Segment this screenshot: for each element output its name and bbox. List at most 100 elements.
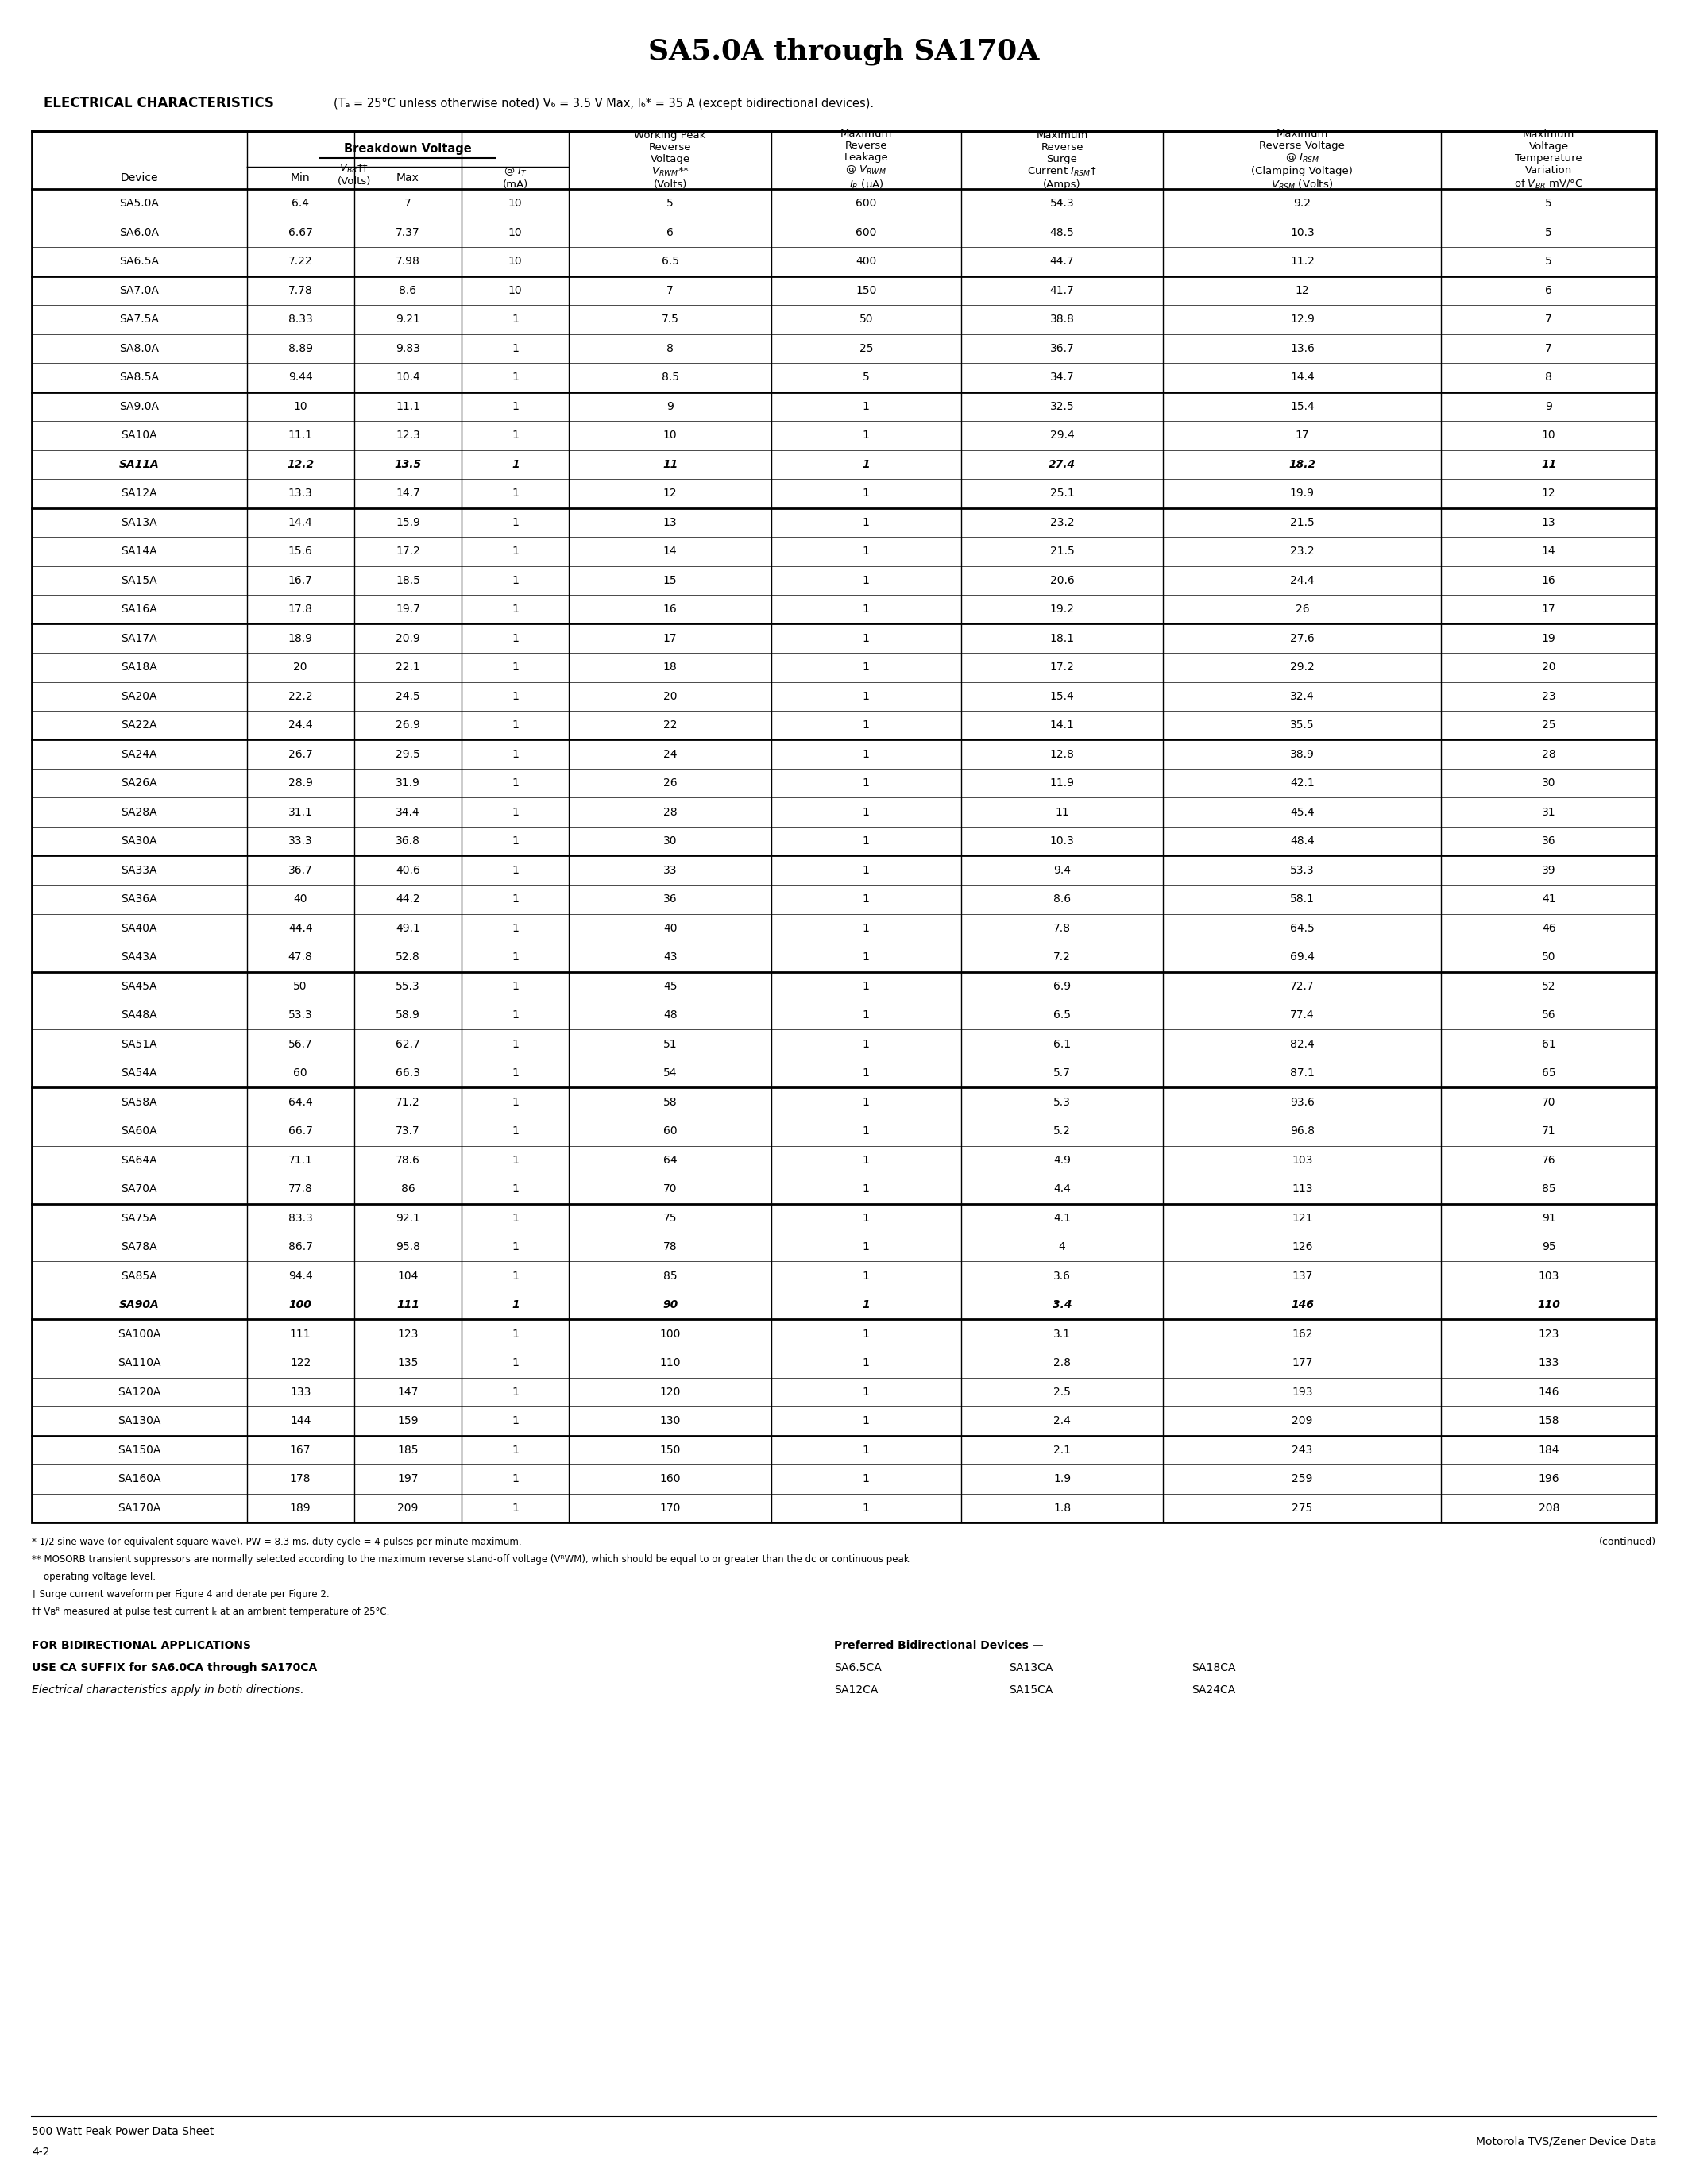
Text: 29.5: 29.5 [395,749,420,760]
Text: 600: 600 [856,199,876,210]
Text: 51: 51 [663,1040,677,1051]
Text: 1: 1 [511,1212,518,1223]
Text: SA10A: SA10A [122,430,157,441]
Text: SA14A: SA14A [122,546,157,557]
Text: 9.21: 9.21 [395,314,420,325]
Text: 12.8: 12.8 [1050,749,1074,760]
Text: 36: 36 [1541,836,1556,847]
Text: 70: 70 [1541,1096,1556,1107]
Text: 2.1: 2.1 [1053,1444,1070,1455]
Text: 1: 1 [863,778,869,788]
Text: 72.7: 72.7 [1290,981,1315,992]
Text: 12.9: 12.9 [1290,314,1315,325]
Text: 14.7: 14.7 [395,487,420,498]
Text: SA5.0A: SA5.0A [120,199,159,210]
Text: 65: 65 [1541,1068,1556,1079]
Text: 1: 1 [511,1358,518,1369]
Text: 120: 120 [660,1387,680,1398]
Text: 110: 110 [1538,1299,1560,1310]
Text: 1: 1 [863,1241,869,1254]
Text: 1: 1 [511,721,518,732]
Text: SA110A: SA110A [118,1358,160,1369]
Text: 10: 10 [508,284,522,297]
Text: 36: 36 [663,893,677,904]
Text: 275: 275 [1291,1503,1313,1514]
Text: 62.7: 62.7 [395,1040,420,1051]
Text: 12.3: 12.3 [395,430,420,441]
Text: 1: 1 [511,1299,520,1310]
Text: 1: 1 [863,981,869,992]
Text: 17: 17 [1295,430,1310,441]
Text: 18: 18 [663,662,677,673]
Text: 6.5: 6.5 [662,256,679,266]
Text: 167: 167 [290,1444,311,1455]
Text: 58.1: 58.1 [1290,893,1315,904]
Text: 11: 11 [1055,806,1069,817]
Text: 1: 1 [863,690,869,701]
Text: 9.44: 9.44 [289,371,312,382]
Text: 22: 22 [663,721,677,732]
Text: SA13A: SA13A [122,518,157,529]
Text: 178: 178 [290,1474,311,1485]
Text: 5.3: 5.3 [1053,1096,1070,1107]
Text: 11.1: 11.1 [395,402,420,413]
Text: 1: 1 [511,343,518,354]
Text: 160: 160 [660,1474,680,1485]
Text: SA120A: SA120A [118,1387,160,1398]
Text: 144: 144 [290,1415,311,1426]
Text: 6.5: 6.5 [1053,1009,1070,1020]
Text: 1: 1 [863,836,869,847]
Text: 11.1: 11.1 [289,430,312,441]
Text: 14: 14 [1541,546,1556,557]
Text: 8.89: 8.89 [289,343,312,354]
Text: 9.2: 9.2 [1293,199,1312,210]
Text: 22.1: 22.1 [395,662,420,673]
Text: 13.3: 13.3 [289,487,312,498]
Text: 3.6: 3.6 [1053,1271,1070,1282]
Text: 28: 28 [663,806,677,817]
Text: SA15A: SA15A [122,574,157,585]
Text: SA11A: SA11A [120,459,159,470]
Text: 78.6: 78.6 [395,1155,420,1166]
Text: 12: 12 [663,487,677,498]
Text: 60: 60 [663,1125,677,1136]
Text: SA40A: SA40A [122,922,157,935]
Text: 30: 30 [1541,778,1556,788]
Text: SA36A: SA36A [122,893,157,904]
Text: 41.7: 41.7 [1050,284,1074,297]
Text: 1: 1 [511,1096,518,1107]
Bar [32,131,1656,1522]
Text: 76: 76 [1541,1155,1556,1166]
Text: 38.9: 38.9 [1290,749,1315,760]
Text: 21.5: 21.5 [1050,546,1074,557]
Text: 170: 170 [660,1503,680,1514]
Text: Maximum
Reverse
Surge
Current $I_{RSM}$†
(Amps): Maximum Reverse Surge Current $I_{RSM}$†… [1028,131,1097,190]
Text: 45: 45 [663,981,677,992]
Text: 1: 1 [511,865,518,876]
Text: 6.4: 6.4 [292,199,309,210]
Text: 24: 24 [663,749,677,760]
Text: 29.2: 29.2 [1290,662,1315,673]
Text: SA5.0A through SA170A: SA5.0A through SA170A [648,37,1040,66]
Text: 5.7: 5.7 [1053,1068,1070,1079]
Text: 18.1: 18.1 [1050,633,1074,644]
Text: 10: 10 [663,430,677,441]
Text: 26.7: 26.7 [289,749,312,760]
Text: 24.5: 24.5 [395,690,420,701]
Text: 8: 8 [667,343,674,354]
Text: 18.9: 18.9 [289,633,312,644]
Text: SA15CA: SA15CA [1009,1684,1053,1695]
Text: 19.9: 19.9 [1290,487,1315,498]
Text: 1: 1 [863,574,869,585]
Text: 146: 146 [1291,1299,1313,1310]
Text: 91: 91 [1541,1212,1556,1223]
Text: 44.7: 44.7 [1050,256,1074,266]
Text: 150: 150 [660,1444,680,1455]
Text: 11.9: 11.9 [1050,778,1074,788]
Text: 43: 43 [663,952,677,963]
Text: 1: 1 [863,922,869,935]
Text: 12: 12 [1541,487,1556,498]
Text: 25: 25 [1541,721,1556,732]
Text: 34.7: 34.7 [1050,371,1074,382]
Text: SA18A: SA18A [122,662,157,673]
